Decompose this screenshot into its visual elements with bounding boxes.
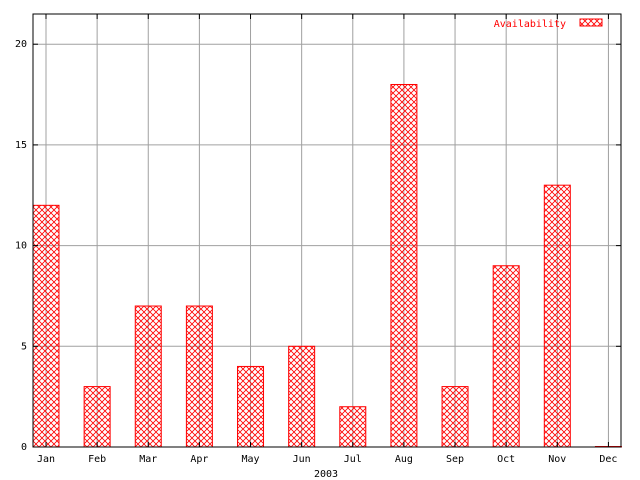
y-tick-label: 10 <box>15 241 27 252</box>
x-tick-label: May <box>241 454 259 465</box>
bar <box>441 386 469 448</box>
bar <box>543 184 571 448</box>
bar <box>83 386 111 448</box>
x-tick-label: Apr <box>190 454 208 465</box>
bar <box>492 265 520 448</box>
y-tick-label: 0 <box>21 442 27 453</box>
plot-frame <box>32 13 622 448</box>
legend-label: Availability <box>494 19 566 30</box>
bar <box>32 204 60 448</box>
y-tick-label: 15 <box>15 140 27 151</box>
x-tick-label: Jan <box>37 454 55 465</box>
legend: Availability <box>494 18 603 30</box>
x-tick-label: Sep <box>446 454 464 465</box>
x-tick-label: Aug <box>395 454 413 465</box>
bar <box>288 345 316 448</box>
y-tick-label: 5 <box>21 341 27 352</box>
bar <box>185 305 213 448</box>
x-tick-label: Nov <box>548 454 566 465</box>
x-tick-label: Oct <box>497 454 515 465</box>
x-tick-label: Jul <box>344 454 362 465</box>
x-tick-label: Feb <box>88 454 106 465</box>
y-tick-label: 20 <box>15 39 27 50</box>
legend-swatch <box>579 18 603 27</box>
x-axis: Jan Feb Mar Apr May Jun Jul Aug Sep Oct Nov Dec <box>37 14 617 465</box>
x-tick-label: Jun <box>293 454 311 465</box>
bar <box>339 406 367 448</box>
x-tick-label: Dec <box>599 454 617 465</box>
x-axis-title: 2003 <box>314 469 338 480</box>
bar <box>390 83 418 448</box>
bar <box>134 305 162 448</box>
x-tick-label: Mar <box>139 454 157 465</box>
bar <box>237 365 265 448</box>
grid <box>33 14 621 447</box>
bars <box>32 83 622 448</box>
y-axis: 0 5 10 15 20 <box>15 39 621 453</box>
